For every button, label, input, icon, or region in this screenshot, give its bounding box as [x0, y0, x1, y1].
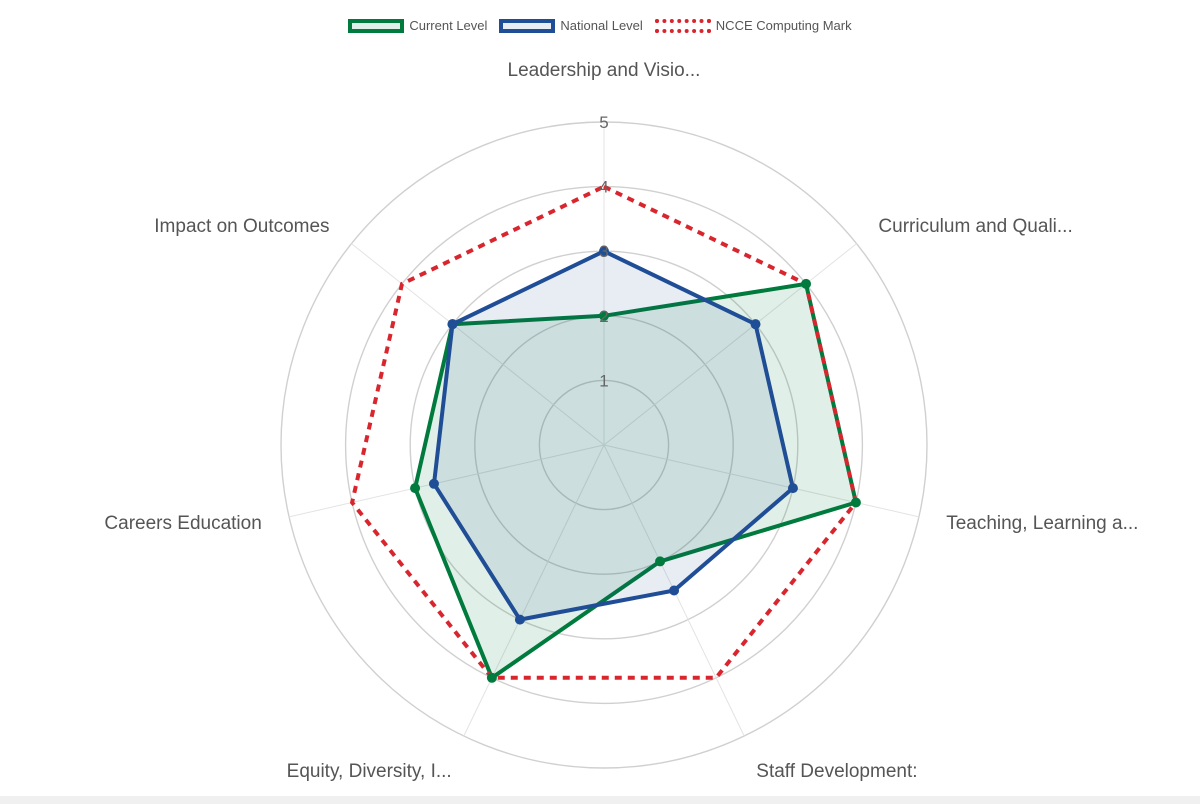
legend-label: NCCE Computing Mark	[715, 18, 852, 33]
grid-spoke	[288, 444, 605, 518]
series-ncce-computing-mark-polygon[interactable]	[349, 184, 859, 680]
data-point-national-level[interactable]	[750, 319, 761, 330]
series-layer	[349, 184, 861, 683]
axis-label: Curriculum and Quali...	[878, 216, 1072, 237]
grid-spoke	[463, 444, 605, 737]
legend-item-ncce-mark[interactable]: NCCE Computing Mark	[654, 18, 852, 33]
legend-swatch-current-level	[348, 18, 405, 33]
tick-label: 1	[599, 371, 608, 390]
tick-label: 2	[599, 307, 608, 326]
data-point-national-level[interactable]	[447, 319, 458, 330]
axis-label: Impact on Outcomes	[154, 216, 329, 237]
legend-item-national-level[interactable]: National Level	[499, 18, 643, 33]
data-point-national-level[interactable]	[428, 478, 439, 489]
grid-spoke	[603, 243, 857, 446]
legend-label: National Level	[560, 18, 643, 33]
grid-spoke	[351, 243, 605, 446]
data-point-current-level[interactable]	[486, 672, 497, 683]
axis-label: Staff Development:	[756, 761, 917, 782]
data-point-current-level[interactable]	[599, 310, 609, 321]
data-point-current-level[interactable]	[655, 556, 666, 567]
tick-label: 4	[599, 178, 608, 197]
axis-label: Careers Education	[104, 513, 261, 534]
data-point-current-level[interactable]	[850, 497, 861, 508]
legend: Current Level National Level NCCE Comput…	[0, 18, 1200, 33]
data-point-current-level[interactable]	[410, 483, 421, 494]
axis-label: Equity, Diversity, I...	[287, 761, 452, 782]
data-point-national-level[interactable]	[669, 585, 680, 596]
legend-label: Current Level	[409, 18, 488, 33]
legend-swatch-national-level	[499, 18, 556, 33]
axis-label: Leadership and Visio...	[508, 60, 701, 81]
footer-bar	[0, 796, 1200, 804]
tick-label: 5	[599, 113, 608, 132]
data-point-national-level[interactable]	[787, 483, 798, 494]
axis-labels: Leadership and Visio... Curriculum and Qu…	[104, 60, 1138, 782]
data-point-current-level[interactable]	[801, 278, 812, 289]
ticks: 1 2 3 4 5	[599, 113, 608, 390]
data-point-national-level[interactable]	[599, 246, 609, 257]
axis-label: Teaching, Learning a...	[946, 513, 1138, 534]
legend-swatch-ncce-mark	[654, 18, 711, 33]
data-point-national-level[interactable]	[514, 614, 525, 625]
grid-spoke	[603, 444, 920, 518]
legend-item-current-level[interactable]: Current Level	[348, 18, 487, 33]
series-national-level-polygon[interactable]	[432, 249, 795, 622]
tick-label: 3	[599, 242, 608, 261]
